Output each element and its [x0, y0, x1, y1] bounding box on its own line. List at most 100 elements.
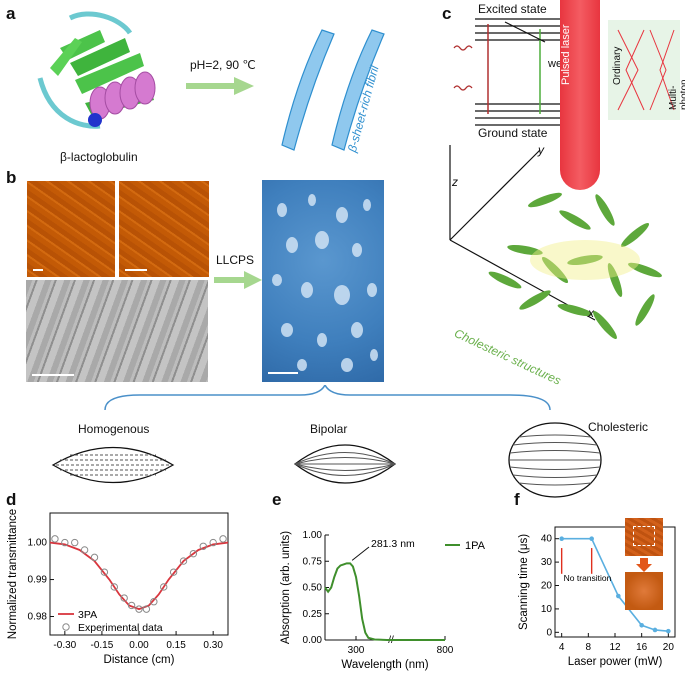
x-tick-label: 800 — [437, 645, 454, 656]
y-tick-label: 0.75 — [303, 556, 323, 567]
no-transition-annotation: No transition — [564, 573, 612, 583]
data-point — [589, 536, 594, 542]
legend-label-experimental: Experimental data — [78, 622, 163, 634]
data-point-experimental — [199, 542, 207, 550]
y-tick-label: 0.99 — [28, 575, 48, 586]
data-point-experimental — [100, 568, 109, 576]
y-tick-label: 0.25 — [303, 609, 323, 620]
laser-beam — [560, 0, 600, 190]
protein-label: β-lactoglobulin — [60, 150, 138, 164]
arrow-down-icon — [636, 558, 652, 572]
y-axis-label: Normalized transmittance — [7, 509, 19, 639]
x-tick-label: 12 — [609, 642, 621, 653]
x-axis-label: Wavelength (nm) — [341, 659, 428, 671]
droplet-bipolar-label: Bipolar — [310, 422, 348, 436]
data-point-experimental — [110, 583, 118, 591]
x-tick-label: -0.30 — [53, 640, 76, 651]
y-tick-label: 10 — [541, 604, 553, 615]
x-tick-label: 300 — [348, 645, 365, 656]
y-tick-label: 40 — [541, 534, 553, 545]
data-point-experimental — [135, 605, 143, 613]
y-tick-label: 0.98 — [28, 612, 48, 623]
chart-f: 4 8 12 16 20 0 10 20 30 40 Laser power (mW) Scannin… — [518, 526, 676, 668]
tem-image — [26, 280, 208, 382]
x-tick-label: 0.30 — [203, 640, 223, 651]
data-point-experimental — [61, 538, 69, 547]
legend-label-1pa: 1PA — [465, 540, 486, 552]
panel-c-letter: c — [442, 4, 452, 23]
energy-diagram — [470, 4, 580, 134]
peak-annotation-arrow — [351, 546, 370, 561]
data-point-experimental — [150, 598, 158, 606]
fibril-illustration — [281, 29, 385, 151]
chart-d: -0.30 -0.15 0.00 0.15 0.30 0.98 0.99 1.00 Distan… — [7, 509, 229, 666]
data-point-experimental — [169, 568, 178, 576]
ordinary-label: Ordinary — [612, 46, 623, 85]
x-axis-label: Laser power (mW) — [568, 656, 663, 668]
y-tick-label: 0 — [546, 627, 552, 638]
data-point-experimental — [51, 535, 59, 543]
y-axis-label: Scanning time (μs) — [518, 534, 530, 630]
droplet-homogenous-label: Homogenous — [78, 422, 150, 436]
data-point — [559, 536, 564, 542]
axis-x-label: x — [588, 306, 594, 320]
data-point-experimental — [127, 601, 136, 610]
panel-a-letter: a — [6, 4, 16, 23]
data-point — [639, 622, 644, 628]
laser-label: Pulsed laser — [560, 24, 572, 85]
droplet-homogenous-sketch — [51, 446, 175, 484]
y-tick-label: 0.00 — [303, 635, 323, 646]
peak-annotation: 281.3 nm — [371, 538, 415, 550]
data-point-experimental — [90, 553, 99, 562]
x-tick-label: 0.00 — [129, 640, 149, 651]
inset-image-after — [625, 572, 663, 610]
data-point-experimental — [209, 538, 217, 547]
axis-z-label: z — [452, 175, 458, 189]
data-point-experimental — [80, 546, 89, 554]
data-point — [616, 593, 621, 599]
data-point-experimental — [189, 549, 198, 558]
bracket-connector — [104, 385, 551, 411]
arrow-right-icon-2 — [214, 271, 262, 289]
y-tick-label: 1.00 — [28, 538, 48, 549]
panel-d-letter: d — [6, 490, 17, 509]
x-tick-label: 20 — [663, 642, 675, 653]
data-point-experimental — [142, 605, 151, 613]
inset-image-before — [625, 518, 663, 556]
data-point-experimental — [160, 583, 168, 591]
llcps-label: LLCPS — [216, 253, 255, 267]
photon-wave-icon — [453, 45, 473, 91]
x-tick-label: 8 — [586, 642, 592, 653]
y-tick-label: 1.00 — [303, 530, 323, 541]
panel-f-letter: f — [514, 490, 520, 509]
x-tick-label: 0.15 — [166, 640, 186, 651]
x-tick-label: 4 — [559, 642, 565, 653]
series-line-3pa — [49, 541, 229, 611]
x-tick-label: -0.15 — [91, 640, 114, 651]
data-point-experimental — [71, 538, 79, 547]
y-tick-label: 0.50 — [303, 583, 323, 594]
panel-e-letter: e — [272, 490, 282, 509]
polarized-optical-image — [262, 180, 384, 382]
series-line-1pa — [324, 562, 445, 641]
y-tick-label: 30 — [541, 557, 553, 568]
cholesteric-structure-illustration — [449, 145, 662, 340]
data-point-experimental — [219, 535, 227, 543]
condition-label: pH=2, 90 ℃ — [190, 58, 256, 72]
multiphoton-label: Multi-photon — [668, 79, 685, 110]
focus-comparison-box — [608, 20, 680, 120]
x-axis-label: Distance (cm) — [104, 654, 175, 666]
axis-y-label: y — [538, 143, 544, 157]
data-point — [666, 628, 671, 634]
ground-state-label: Ground state — [478, 126, 548, 140]
data-point-experimental — [120, 594, 128, 602]
plot-frame — [49, 512, 229, 636]
arrow-right-icon — [186, 77, 254, 95]
legend-swatch-experimental — [62, 623, 70, 631]
afm-image-2 — [118, 180, 210, 278]
panel-b-letter: b — [6, 168, 17, 187]
helix — [89, 71, 156, 120]
droplet-cholesteric-sketch — [508, 422, 602, 498]
beam-focus-icons — [617, 29, 675, 111]
